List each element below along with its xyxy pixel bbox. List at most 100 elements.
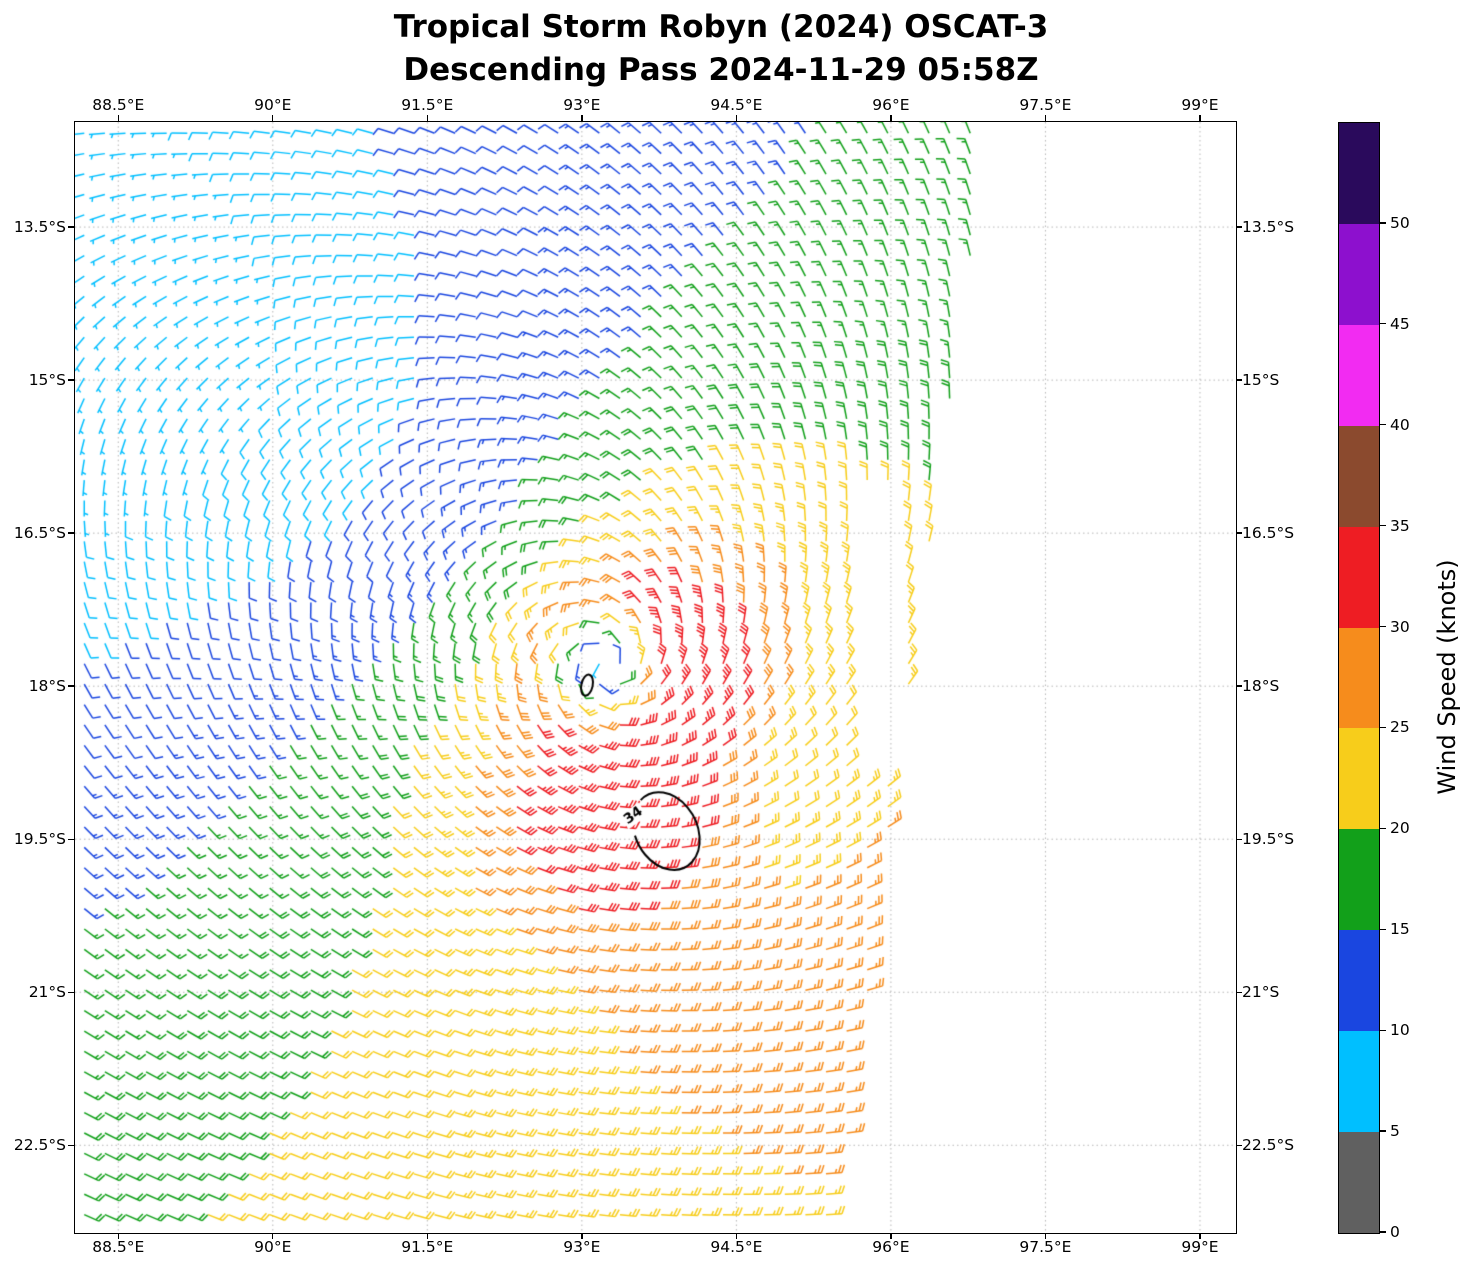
colorbar-tick-mark xyxy=(1380,827,1386,829)
lon-tick-label-bottom: 91.5°E xyxy=(401,1238,454,1256)
lat-tick-label-left: 13.5°S xyxy=(13,218,66,237)
colorbar-tick-label: 0 xyxy=(1390,1223,1400,1241)
lat-tick-mark-right xyxy=(1236,838,1242,840)
lat-tick-mark-left xyxy=(68,991,74,993)
lon-tick-mark-top xyxy=(890,115,892,121)
lat-tick-mark-left xyxy=(68,379,74,381)
colorbar-tick-label: 50 xyxy=(1390,213,1410,232)
colorbar-band xyxy=(1339,526,1379,628)
lat-tick-mark-left xyxy=(68,685,74,687)
colorbar-tick-mark xyxy=(1380,1130,1386,1132)
lon-tick-mark-bottom xyxy=(1044,1233,1047,1239)
lat-tick-label-left: 22.5°S xyxy=(13,1136,66,1155)
colorbar-tick-label: 45 xyxy=(1390,314,1410,333)
colorbar-bands xyxy=(1339,123,1379,1233)
lon-tick-label-bottom: 97.5°E xyxy=(1019,1238,1072,1256)
lat-tick-mark-left xyxy=(68,532,74,534)
lat-tick-mark-right xyxy=(1236,685,1242,687)
colorbar-band xyxy=(1339,1132,1379,1233)
lat-tick-mark-right xyxy=(1236,379,1242,381)
colorbar-band xyxy=(1339,627,1379,729)
colorbar-band xyxy=(1339,425,1379,527)
colorbar xyxy=(1338,122,1380,1234)
colorbar-band xyxy=(1339,123,1379,224)
lon-tick-mark-bottom xyxy=(735,1233,738,1239)
lat-tick-label-left: 15°S xyxy=(28,371,66,390)
chart-title-line1: Tropical Storm Robyn (2024) OSCAT-3 xyxy=(393,9,1049,45)
colorbar-tick-label: 30 xyxy=(1390,617,1410,636)
colorbar-tick-mark xyxy=(1380,323,1386,325)
lon-tick-mark-top xyxy=(1199,115,1201,121)
lon-tick-mark-top xyxy=(581,115,583,121)
lon-tick-mark-bottom xyxy=(272,1233,274,1239)
lon-tick-label-bottom: 99°E xyxy=(1181,1238,1219,1256)
lat-tick-label-right: 15°S xyxy=(1242,371,1280,390)
colorbar-tick-mark xyxy=(1380,424,1386,426)
colorbar-tick-label: 20 xyxy=(1390,819,1410,838)
colorbar-tick-mark xyxy=(1380,524,1386,527)
lon-tick-label-top: 97.5°E xyxy=(1019,96,1072,114)
lon-tick-label-top: 99°E xyxy=(1181,96,1219,114)
colorbar-tick-label: 15 xyxy=(1390,920,1410,939)
lat-tick-label-left: 19.5°S xyxy=(13,830,66,849)
colorbar-tick-mark xyxy=(1380,928,1386,930)
colorbar-tick-label: 40 xyxy=(1390,415,1410,434)
lat-tick-label-right: 21°S xyxy=(1242,983,1280,1002)
lon-tick-mark-top xyxy=(735,115,738,121)
lon-tick-mark-bottom xyxy=(890,1233,892,1239)
lat-tick-mark-left xyxy=(68,838,74,840)
lon-tick-label-bottom: 90°E xyxy=(254,1238,292,1256)
lon-tick-label-top: 90°E xyxy=(254,96,292,114)
lat-tick-label-right: 19.5°S xyxy=(1242,830,1295,849)
colorbar-band xyxy=(1339,930,1379,1032)
colorbar-tick-mark xyxy=(1380,1029,1386,1031)
lon-tick-mark-top xyxy=(117,115,119,121)
lon-tick-label-bottom: 93°E xyxy=(563,1238,601,1256)
lon-tick-mark-bottom xyxy=(581,1233,583,1239)
colorbar-tick-label: 35 xyxy=(1390,516,1410,535)
colorbar-tick-mark xyxy=(1380,222,1386,224)
colorbar-label: Wind Speed (knots) xyxy=(1433,559,1461,795)
lon-tick-label-bottom: 88.5°E xyxy=(92,1238,145,1256)
colorbar-band xyxy=(1339,1031,1379,1133)
lon-tick-label-bottom: 96°E xyxy=(872,1238,910,1256)
chart-title-line2: Descending Pass 2024-11-29 05:58Z xyxy=(403,52,1039,88)
colorbar-tick-mark xyxy=(1380,1231,1386,1233)
chart-title: Tropical Storm Robyn (2024) OSCAT-3 Desc… xyxy=(0,6,1442,92)
lat-tick-mark-right xyxy=(1236,1144,1242,1146)
lat-tick-mark-left xyxy=(68,1144,74,1146)
lat-tick-mark-right xyxy=(1236,532,1242,534)
colorbar-tick-label: 25 xyxy=(1390,718,1410,737)
lat-tick-label-left: 21°S xyxy=(28,983,66,1002)
lon-tick-label-top: 88.5°E xyxy=(92,96,145,114)
colorbar-tick-label: 10 xyxy=(1390,1021,1410,1040)
colorbar-band xyxy=(1339,324,1379,426)
colorbar-tick-mark xyxy=(1380,625,1386,628)
lon-tick-mark-bottom xyxy=(117,1233,119,1239)
lon-tick-mark-bottom xyxy=(426,1233,429,1239)
lat-tick-mark-left xyxy=(68,226,74,228)
lon-tick-label-top: 94.5°E xyxy=(710,96,763,114)
colorbar-band xyxy=(1339,829,1379,931)
colorbar-band xyxy=(1339,728,1379,830)
lat-tick-label-right: 18°S xyxy=(1242,677,1280,696)
lon-tick-mark-top xyxy=(426,115,429,121)
lat-tick-label-left: 16.5°S xyxy=(13,524,66,543)
lat-tick-label-right: 22.5°S xyxy=(1242,1136,1295,1155)
colorbar-band xyxy=(1339,223,1379,325)
wind-barb-canvas xyxy=(75,122,1235,1232)
lon-tick-label-bottom: 94.5°E xyxy=(710,1238,763,1256)
colorbar-tick-label: 5 xyxy=(1390,1122,1400,1141)
colorbar-tick-mark xyxy=(1380,726,1386,729)
lon-tick-label-top: 93°E xyxy=(563,96,601,114)
lon-tick-mark-top xyxy=(272,115,274,121)
lat-tick-label-left: 18°S xyxy=(28,677,66,696)
lat-tick-mark-right xyxy=(1236,991,1242,993)
lon-tick-label-top: 96°E xyxy=(872,96,910,114)
lon-tick-mark-top xyxy=(1044,115,1047,121)
lon-tick-label-top: 91.5°E xyxy=(401,96,454,114)
lat-tick-label-right: 16.5°S xyxy=(1242,524,1295,543)
lat-tick-mark-right xyxy=(1236,226,1242,228)
lat-tick-label-right: 13.5°S xyxy=(1242,218,1295,237)
